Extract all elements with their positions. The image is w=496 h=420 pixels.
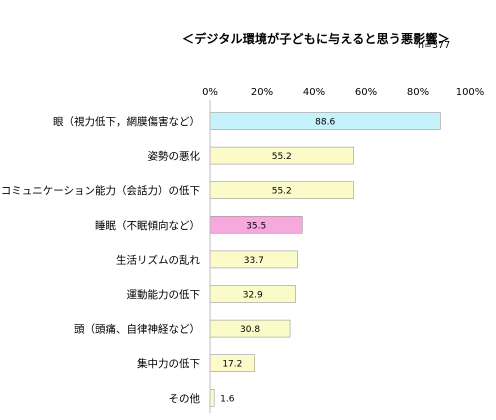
x-tick-label: 40% bbox=[303, 87, 325, 98]
category-label: 運動能力の低下 bbox=[127, 288, 201, 301]
x-tick-label: 60% bbox=[355, 87, 377, 98]
category-label: 集中力の低下 bbox=[137, 357, 200, 370]
data-label: 1.6 bbox=[220, 394, 235, 404]
bars bbox=[209, 112, 441, 407]
x-axis: 0% 20% 40% 60% 80% 100% bbox=[202, 87, 484, 98]
data-label: 35.5 bbox=[246, 221, 266, 231]
category-labels: 眼（視力低下，網膜傷害など） 姿勢の悪化コミュニケーション能力（会話力）の低下睡眠… bbox=[1, 115, 201, 405]
data-label: 55.2 bbox=[272, 187, 292, 197]
data-label: 33.7 bbox=[244, 256, 264, 266]
x-tick-label: 0% bbox=[202, 87, 218, 98]
data-label: 32.9 bbox=[243, 291, 263, 301]
category-label: コミュニケーション能力（会話力）の低下 bbox=[1, 184, 200, 197]
x-tick-label: 100% bbox=[456, 87, 485, 98]
x-tick-label: 80% bbox=[407, 87, 429, 98]
bar bbox=[209, 388, 215, 407]
category-label: その他 bbox=[169, 392, 201, 405]
x-tick-label: 20% bbox=[251, 87, 273, 98]
chart-title: ＜デジタル環境が子どもに与えると思う悪影響＞ bbox=[182, 32, 450, 46]
data-label: 55.2 bbox=[272, 152, 292, 162]
value-labels: 88.6 55.2 55.2 35.5 33.7 32.9 30.8 17.2 1.6 bbox=[220, 118, 335, 405]
data-label: 30.8 bbox=[240, 325, 260, 335]
sample-size-label: n=377 bbox=[418, 40, 451, 51]
data-label: 17.2 bbox=[222, 360, 242, 370]
category-label: 生活リズムの乱れ bbox=[116, 253, 200, 266]
category-label: 眼（視力低下，網膜傷害など） bbox=[53, 115, 200, 128]
category-label: 頭（頭痛、自律神経など） bbox=[74, 323, 200, 336]
data-label: 88.6 bbox=[315, 118, 335, 128]
category-label: 姿勢の悪化 bbox=[148, 150, 201, 163]
category-label: 睡眠（不眠傾向など） bbox=[95, 219, 200, 232]
